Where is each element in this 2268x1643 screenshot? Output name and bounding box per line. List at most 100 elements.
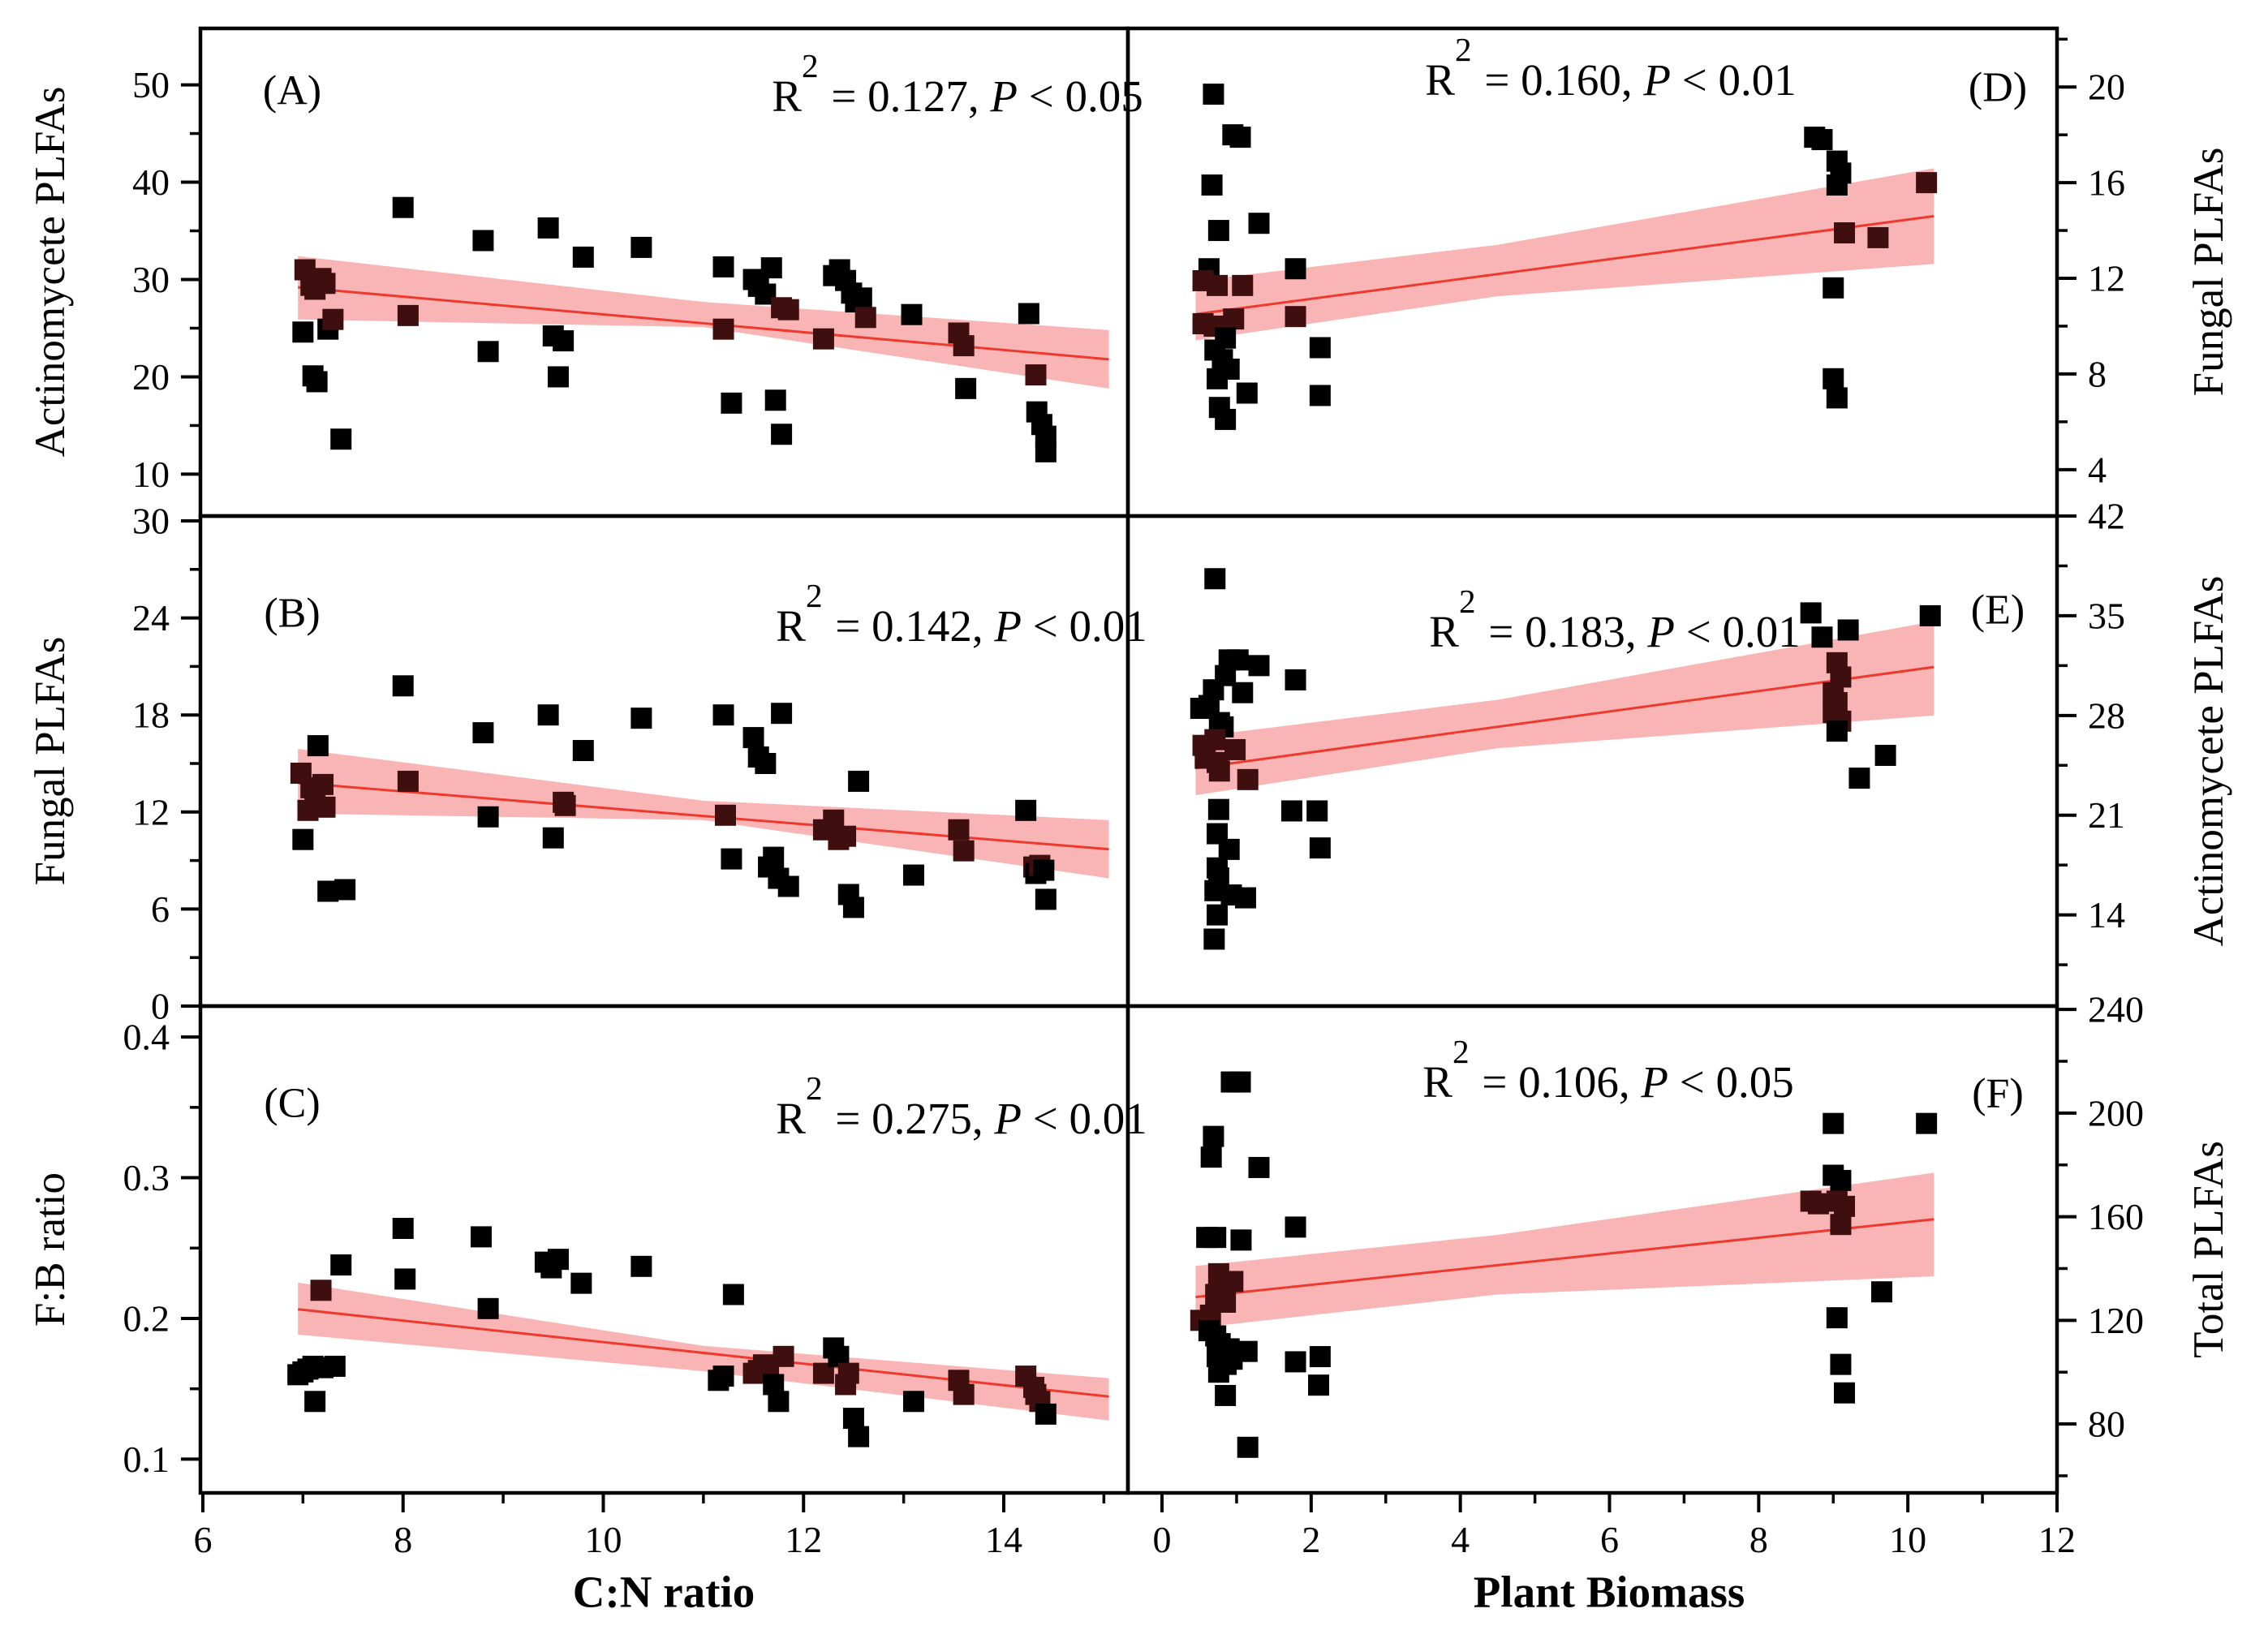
data-point: [721, 392, 742, 414]
data-point: [1207, 220, 1229, 242]
svg-text:35: 35: [2088, 595, 2125, 636]
data-point: [1834, 222, 1856, 244]
data-point: [1823, 1112, 1844, 1134]
confidence-band: [298, 1282, 1109, 1421]
svg-text:240: 240: [2088, 989, 2144, 1030]
data-point: [1232, 274, 1254, 296]
data-point: [812, 328, 834, 350]
regression-line: [1195, 214, 1934, 316]
data-point: [1285, 1351, 1306, 1373]
data-point: [324, 1355, 346, 1377]
data-point: [630, 708, 652, 729]
data-point: [1826, 1307, 1848, 1329]
p-symbol: P: [994, 601, 1022, 652]
data-point: [837, 1362, 859, 1384]
regression-line: [1195, 665, 1934, 770]
data-point: [1306, 800, 1328, 822]
data-point: [547, 366, 569, 388]
panel-d-letter: (D): [1968, 64, 2028, 111]
r2-value: = 0.275,: [824, 1094, 995, 1144]
data-point: [1800, 602, 1822, 624]
confidence-band: [1195, 1172, 1934, 1328]
data-point: [835, 825, 857, 847]
svg-text:0.4: 0.4: [123, 1017, 170, 1058]
data-point: [953, 1383, 975, 1405]
data-point: [854, 307, 876, 329]
confidence-band: [1195, 621, 1934, 796]
data-point: [1229, 127, 1251, 148]
p-symbol: P: [990, 71, 1018, 122]
data-point: [310, 1280, 332, 1301]
data-point: [1823, 368, 1844, 389]
data-point: [330, 428, 352, 450]
data-point: [572, 740, 594, 762]
data-point: [1203, 84, 1224, 105]
data-point: [304, 1391, 326, 1413]
r2-value: = 0.142,: [824, 601, 995, 652]
data-point: [1916, 172, 1938, 194]
data-point: [712, 704, 734, 726]
data-point: [472, 230, 494, 252]
data-point: [755, 752, 777, 774]
data-point: [1204, 568, 1226, 590]
data-point: [1234, 887, 1256, 909]
panel-e: [1190, 568, 1941, 950]
data-point: [763, 846, 785, 868]
data-point: [1215, 1384, 1237, 1406]
data-point: [292, 828, 314, 850]
panel-b-letter: (B): [264, 590, 321, 637]
svg-text:14: 14: [2088, 894, 2125, 935]
data-point: [850, 287, 872, 309]
data-point: [715, 804, 737, 826]
p-value: < 0.01: [1021, 601, 1147, 652]
svg-text:8: 8: [394, 1519, 412, 1560]
data-point: [392, 1217, 414, 1239]
data-point: [1207, 1361, 1229, 1383]
r-exponent: 2: [805, 1069, 823, 1108]
data-point: [902, 1391, 924, 1413]
svg-text:4: 4: [1451, 1519, 1470, 1560]
data-point: [477, 806, 499, 828]
data-point: [1830, 1169, 1852, 1191]
r-symbol: R: [1429, 607, 1459, 657]
data-point: [1201, 174, 1223, 196]
data-point: [1205, 1227, 1227, 1249]
x-axis-title-left: C:N ratio: [572, 1567, 755, 1617]
data-point: [1248, 1156, 1270, 1178]
r-exponent: 2: [1458, 583, 1476, 621]
panel-d-annotation: R2 = 0.160, P < 0.01: [1425, 31, 1796, 105]
panel-e-letter: (E): [1970, 587, 2025, 634]
data-point: [572, 246, 594, 268]
data-point: [948, 819, 970, 841]
data-point: [953, 335, 975, 357]
data-point: [1248, 213, 1270, 234]
r-symbol: R: [776, 1094, 806, 1144]
data-point: [1236, 382, 1258, 404]
data-point: [1285, 669, 1306, 690]
data-point: [1207, 904, 1229, 926]
data-point: [1207, 274, 1229, 296]
data-point: [292, 321, 314, 343]
data-point: [1919, 604, 1941, 626]
p-value: < 0.05: [1668, 1057, 1794, 1108]
panel-c-annotation: R2 = 0.275, P < 0.01: [776, 1069, 1147, 1144]
data-point: [1309, 385, 1331, 406]
data-point: [955, 377, 977, 399]
svg-text:14: 14: [985, 1519, 1022, 1560]
data-point: [742, 727, 764, 749]
svg-text:40: 40: [132, 161, 170, 203]
regression-line: [1195, 1218, 1934, 1299]
r2-value: = 0.183,: [1477, 607, 1648, 657]
data-point: [1035, 441, 1057, 462]
svg-text:80: 80: [2088, 1404, 2125, 1445]
data-point: [334, 879, 356, 901]
panel-b: [290, 675, 1109, 918]
data-point: [1811, 129, 1833, 151]
data-point: [1218, 838, 1240, 860]
data-point: [1823, 277, 1844, 299]
svg-text:42: 42: [2088, 496, 2125, 537]
data-point: [712, 318, 734, 340]
panel-a-letter: (A): [262, 67, 322, 114]
panel-f-annotation: R2 = 0.106, P < 0.05: [1422, 1033, 1794, 1108]
